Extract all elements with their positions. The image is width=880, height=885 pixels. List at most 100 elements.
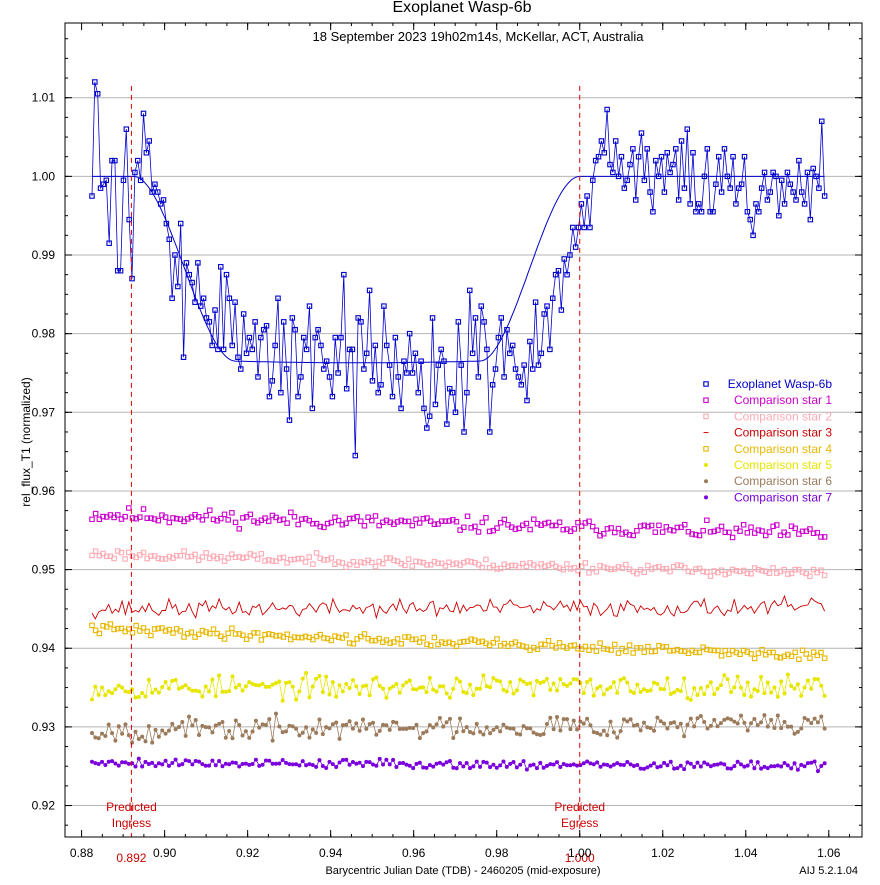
data-point	[788, 570, 795, 577]
data-point	[541, 311, 547, 317]
data-point	[571, 526, 578, 532]
data-point	[442, 640, 449, 647]
data-point	[635, 682, 640, 687]
data-point	[631, 723, 636, 728]
x-tick-label: 0.90	[153, 846, 177, 860]
data-point	[555, 760, 560, 765]
data-point	[135, 157, 141, 164]
data-point	[628, 717, 633, 722]
data-point	[250, 762, 255, 767]
series-comparison-star-2	[89, 548, 828, 580]
data-point	[92, 79, 98, 85]
data-point	[665, 763, 670, 768]
data-point	[299, 555, 305, 562]
data-point	[494, 765, 499, 770]
legend-label: Comparison star 6	[734, 474, 832, 488]
data-point	[314, 764, 319, 769]
data-point	[321, 557, 327, 563]
data-point	[655, 765, 660, 770]
data-point	[588, 761, 593, 766]
data-point	[766, 649, 773, 656]
data-point	[625, 680, 630, 685]
data-point	[169, 295, 175, 302]
data-point	[521, 759, 526, 764]
data-point	[130, 740, 135, 745]
data-point	[221, 511, 228, 518]
data-point	[663, 565, 670, 572]
data-point	[106, 240, 112, 246]
data-point	[451, 735, 456, 740]
data-point	[155, 625, 162, 632]
data-point	[243, 350, 250, 357]
data-point	[765, 680, 770, 685]
data-point	[538, 641, 544, 647]
data-point	[667, 568, 673, 575]
data-point	[505, 563, 511, 570]
data-point	[364, 683, 369, 688]
data-point	[789, 724, 794, 729]
data-point	[369, 637, 375, 644]
data-point	[809, 721, 814, 726]
data-point	[283, 366, 290, 372]
data-point	[269, 378, 276, 384]
data-point	[160, 728, 165, 733]
data-point	[437, 684, 442, 689]
data-point	[662, 687, 667, 692]
data-point	[628, 762, 633, 767]
data-point	[765, 766, 770, 771]
data-point	[567, 566, 574, 572]
data-point	[628, 689, 633, 694]
data-point	[600, 564, 607, 570]
data-point	[360, 684, 365, 689]
data-point	[665, 726, 670, 731]
data-point	[115, 625, 121, 632]
data-point	[478, 764, 483, 769]
data-point	[708, 764, 713, 769]
data-point	[586, 518, 592, 525]
data-point	[357, 691, 362, 696]
data-point	[693, 209, 699, 215]
data-point	[740, 522, 747, 528]
data-point	[607, 161, 613, 168]
marker-label-top: Predicted	[554, 800, 605, 814]
data-point	[591, 693, 596, 698]
data-point	[799, 569, 806, 575]
data-point	[558, 764, 563, 769]
series-comparison-star-5	[89, 670, 827, 703]
data-point	[725, 677, 730, 682]
data-point	[166, 728, 171, 733]
data-point	[133, 764, 138, 769]
data-point	[203, 684, 208, 689]
data-point	[508, 562, 515, 569]
data-point	[745, 680, 750, 685]
data-point	[203, 550, 209, 556]
data-point	[464, 761, 469, 766]
data-point	[792, 731, 797, 736]
data-point	[656, 642, 662, 649]
data-point	[148, 515, 154, 521]
data-point	[451, 765, 456, 770]
data-point	[247, 551, 254, 557]
data-point	[197, 759, 202, 764]
data-point	[170, 515, 176, 521]
data-point	[252, 319, 258, 325]
data-point	[618, 153, 625, 160]
data-point	[591, 762, 596, 767]
data-point	[641, 649, 647, 655]
data-point	[549, 522, 555, 529]
data-point	[468, 766, 473, 771]
data-point	[232, 299, 238, 305]
data-point	[812, 677, 817, 682]
data-point	[446, 518, 452, 524]
data-point	[621, 676, 626, 681]
data-point	[464, 389, 470, 396]
data-point	[237, 682, 242, 687]
data-point	[467, 287, 473, 294]
data-point	[313, 520, 320, 527]
data-point	[762, 764, 767, 769]
data-point	[276, 632, 283, 639]
data-point	[275, 295, 281, 302]
data-point	[685, 696, 690, 701]
data-point	[722, 571, 728, 578]
data-point	[521, 724, 526, 729]
